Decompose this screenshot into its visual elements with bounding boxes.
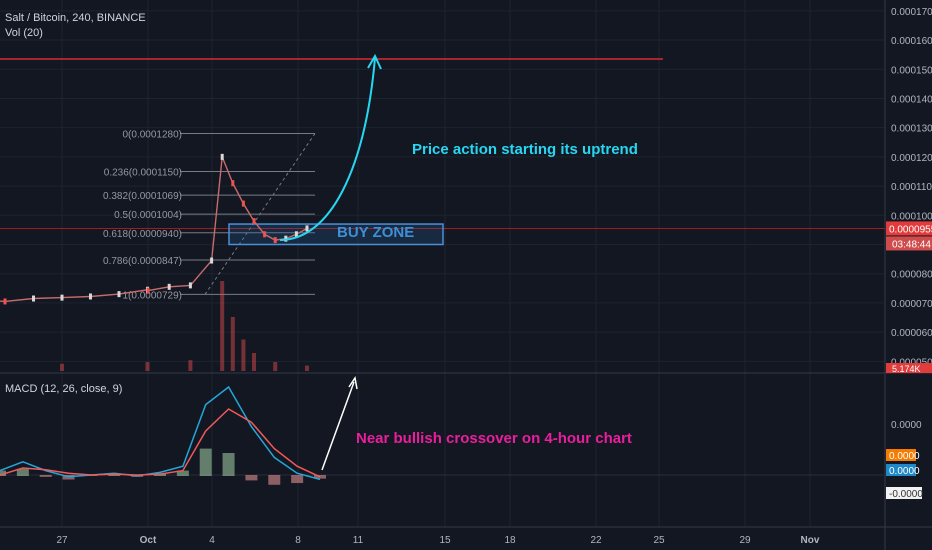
uptrend-annotation: Price action starting its uptrend bbox=[412, 141, 638, 158]
fib-level-label: 1(0.0000729) bbox=[123, 290, 183, 301]
macd-title: MACD (12, 26, close, 9) bbox=[5, 383, 123, 395]
price-candle bbox=[263, 231, 267, 238]
macd-histogram-bar bbox=[222, 453, 235, 476]
symbol-title: Salt / Bitcoin, 240, BINANCE bbox=[5, 12, 146, 24]
uptrend-arrow-head bbox=[367, 53, 382, 70]
time-tick-label: 11 bbox=[353, 535, 364, 546]
uptrend-arrow bbox=[279, 57, 376, 241]
macd-histogram-bar bbox=[268, 475, 281, 485]
crossover-annotation: Near bullish crossover on 4-hour chart bbox=[356, 430, 632, 447]
price-candle bbox=[273, 237, 277, 244]
crossover-arrow-head bbox=[348, 376, 358, 390]
time-tick-label: 29 bbox=[739, 535, 751, 546]
countdown-badge bbox=[886, 236, 932, 251]
price-candle bbox=[252, 218, 256, 225]
price-candle bbox=[167, 283, 171, 290]
volume-bar bbox=[188, 360, 193, 371]
price-candle bbox=[241, 200, 245, 207]
time-tick-label: 4 bbox=[209, 535, 215, 546]
price-candle bbox=[188, 282, 192, 289]
fib-level-label: 0.236(0.0001150) bbox=[104, 167, 182, 178]
volume-bar bbox=[145, 362, 150, 371]
macd-histogram-bar bbox=[199, 448, 212, 476]
time-tick-label: Oct bbox=[140, 535, 157, 546]
macd-histogram-bar bbox=[39, 475, 52, 477]
price-candle bbox=[146, 287, 150, 294]
volume-bar bbox=[220, 281, 225, 371]
time-tick-label: 18 bbox=[504, 535, 516, 546]
signal-line bbox=[0, 408, 321, 478]
price-candle bbox=[294, 231, 298, 238]
time-tick-label: 27 bbox=[56, 535, 68, 546]
macd-value-badge bbox=[886, 449, 916, 461]
current-price-badge bbox=[886, 221, 932, 236]
hist-value-badge bbox=[886, 487, 922, 499]
volume-bar bbox=[252, 353, 256, 371]
volume-value-label: 5.174K bbox=[892, 364, 921, 374]
signal-value-badge bbox=[886, 464, 916, 476]
macd-zero-label: 0.0000 bbox=[891, 420, 922, 431]
hist-value-label: -0.0000 bbox=[889, 489, 923, 500]
buy-zone-label: BUY ZONE bbox=[337, 224, 415, 241]
macd-histogram-bar bbox=[108, 474, 121, 476]
macd-histogram-bar bbox=[176, 470, 189, 476]
time-tick-label: 25 bbox=[653, 535, 665, 546]
price-tick-label: 0.0000500 bbox=[891, 357, 932, 368]
signal-value-label: 0.0000 bbox=[889, 466, 920, 477]
time-tick-label: 8 bbox=[295, 535, 301, 546]
macd-value-label: 0.0000 bbox=[889, 451, 920, 462]
price-candle bbox=[117, 291, 121, 298]
current-price-label: 0.0000955 bbox=[889, 224, 932, 235]
time-tick-label: 15 bbox=[439, 535, 451, 546]
volume-bar bbox=[305, 365, 309, 371]
fib-level-label: 0.5(0.0001004) bbox=[114, 210, 182, 221]
countdown-label: 03:48:44 bbox=[892, 239, 931, 250]
volume-bar bbox=[241, 339, 246, 371]
crossover-arrow bbox=[321, 381, 355, 471]
volume-bar bbox=[60, 363, 64, 371]
fib-level-label: 0.382(0.0001069) bbox=[103, 191, 182, 202]
price-candle bbox=[284, 235, 288, 242]
fib-level-label: 0.786(0.0000847) bbox=[103, 256, 182, 267]
price-candle bbox=[220, 153, 224, 160]
volume-bar bbox=[230, 317, 235, 371]
macd-histogram-bar bbox=[314, 475, 326, 479]
macd-line bbox=[0, 385, 321, 481]
fib-level-label: 0(0.0001280) bbox=[123, 130, 183, 141]
fib-level-label: 0.618(0.0000940) bbox=[103, 229, 182, 240]
macd-histogram-bar bbox=[291, 475, 304, 484]
price-candle bbox=[32, 295, 35, 302]
volume-badge bbox=[886, 363, 932, 373]
price-series-line bbox=[0, 156, 308, 303]
time-tick-label: 22 bbox=[590, 535, 602, 546]
price-candle bbox=[231, 180, 235, 187]
volume-title: Vol (20) bbox=[5, 27, 43, 39]
price-candle bbox=[210, 257, 214, 264]
price-candle bbox=[89, 293, 92, 300]
price-candle bbox=[3, 298, 7, 305]
price-candle bbox=[60, 294, 64, 301]
fib-trend-line bbox=[204, 133, 316, 295]
macd-histogram-bar bbox=[16, 468, 29, 476]
volume-bar bbox=[273, 362, 278, 371]
macd-histogram-bar bbox=[245, 475, 258, 481]
time-tick-label: Nov bbox=[801, 535, 820, 546]
price-candle bbox=[305, 225, 309, 232]
